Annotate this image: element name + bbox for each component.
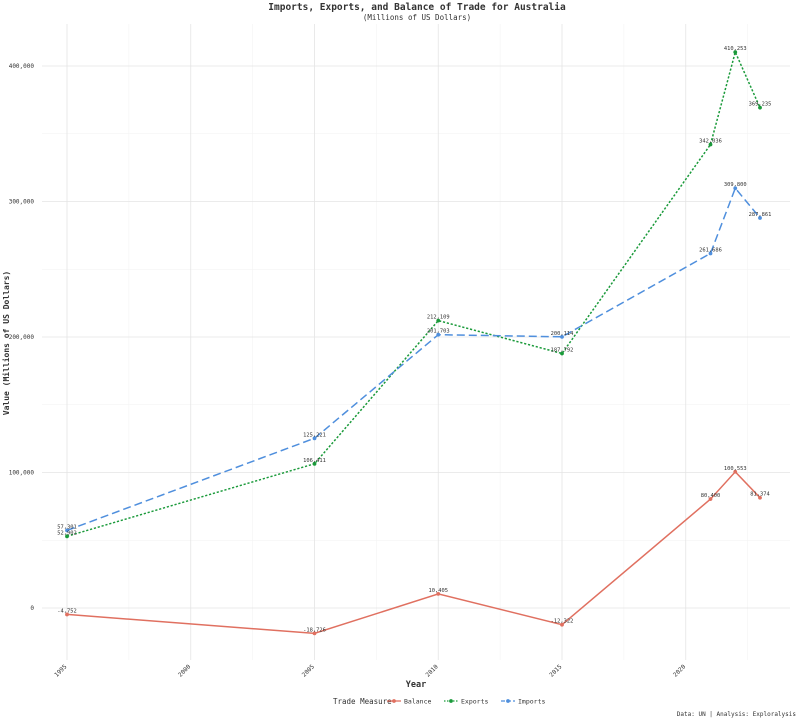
data-label: 10,405 [429, 588, 448, 594]
data-point-exports [560, 351, 564, 356]
data-point-imports [733, 186, 738, 191]
series-line-exports [66, 49, 761, 538]
legend-item-balance: Balance [387, 698, 431, 706]
data-point-imports [758, 216, 762, 220]
data-label: 80,400 [701, 493, 720, 499]
data-point-imports [708, 251, 713, 256]
data-label: 342,036 [699, 139, 722, 145]
x-axis-title: Year [406, 680, 426, 690]
legend-label: Balance [404, 698, 431, 706]
series-line-imports [66, 186, 761, 532]
data-point-balance [65, 612, 69, 617]
data-point-balance [733, 469, 738, 474]
x-tick-label: 2015 [548, 663, 563, 678]
data-point-exports [65, 534, 69, 539]
chart-title: Imports, Exports, and Balance of Trade f… [268, 2, 566, 13]
data-label: 81,374 [750, 492, 769, 498]
y-tick-label: 400,000 [9, 63, 35, 70]
data-label: -18,726 [303, 627, 326, 633]
data-point-exports [708, 142, 713, 147]
legend-swatch-marker [506, 699, 510, 703]
data-point-imports [312, 436, 317, 441]
x-tick-label: 2005 [301, 663, 316, 678]
data-point-balance [758, 495, 762, 500]
data-point-balance [560, 622, 564, 627]
series-exports [65, 49, 762, 539]
y-tick-label: 0 [30, 605, 34, 612]
legend-title: Trade Measure [333, 697, 392, 706]
legend-label: Imports [518, 698, 545, 706]
data-label: 261,686 [699, 247, 722, 253]
legend-item-exports: Exports [444, 698, 488, 706]
chart-subtitle: (Millions of US Dollars) [363, 13, 471, 22]
data-label: 287,861 [749, 212, 772, 218]
y-tick-label: 200,000 [9, 334, 35, 341]
data-point-exports [436, 318, 441, 323]
y-tick-label: 100,000 [9, 470, 35, 477]
data-label: -4,752 [57, 608, 76, 614]
series-imports [65, 186, 762, 533]
data-label: 52,902 [57, 530, 76, 536]
data-point-imports [65, 528, 69, 533]
x-tick-label: 2000 [177, 663, 192, 678]
x-tick-label: 2010 [424, 663, 439, 678]
legend-label: Exports [461, 698, 488, 706]
data-point-exports [758, 105, 762, 110]
data-label: 187,792 [551, 348, 574, 354]
y-axis-title: Value (Millions of US Dollars) [1, 271, 11, 416]
data-point-balance [708, 497, 713, 501]
legend: Trade Measure Balance Exports Imports [333, 697, 545, 706]
data-label: 100,553 [724, 466, 747, 472]
data-label: 369,235 [749, 102, 772, 108]
data-label: 125,221 [303, 432, 326, 438]
data-label: 201,703 [427, 329, 450, 335]
x-tick-label: 2020 [672, 663, 687, 678]
grid [42, 24, 790, 660]
data-labels: -4,752 -18,726 10,405 -12,322 80,400 100,553 8… [57, 46, 771, 633]
series-line-balance [66, 470, 761, 635]
x-tick-label: 1995 [53, 663, 68, 678]
data-point-imports [436, 332, 441, 337]
data-label: 57,301 [57, 524, 76, 530]
legend-item-imports: Imports [501, 698, 545, 706]
data-point-balance [312, 631, 317, 636]
data-label: 106,411 [303, 458, 326, 464]
data-label: 212,109 [427, 315, 450, 321]
data-point-exports [312, 461, 317, 466]
data-point-imports [560, 334, 564, 339]
series-layer [65, 49, 762, 636]
y-tick-label: 300,000 [9, 199, 35, 206]
series-balance [65, 469, 762, 636]
data-label: 200,114 [551, 331, 574, 337]
axes: 1995 2000 2005 2010 2015 2020 0 100,000 200,000 3… [9, 63, 688, 679]
data-label: 410,253 [724, 46, 747, 52]
data-label: -12,322 [551, 619, 574, 625]
legend-swatch-marker [392, 699, 396, 703]
data-label: 309,800 [724, 182, 747, 188]
data-point-exports [733, 50, 738, 55]
caption: Data: UN | Analysis: Exploralysis [677, 711, 797, 718]
legend-swatch-marker [449, 699, 453, 703]
data-point-balance [436, 592, 441, 596]
